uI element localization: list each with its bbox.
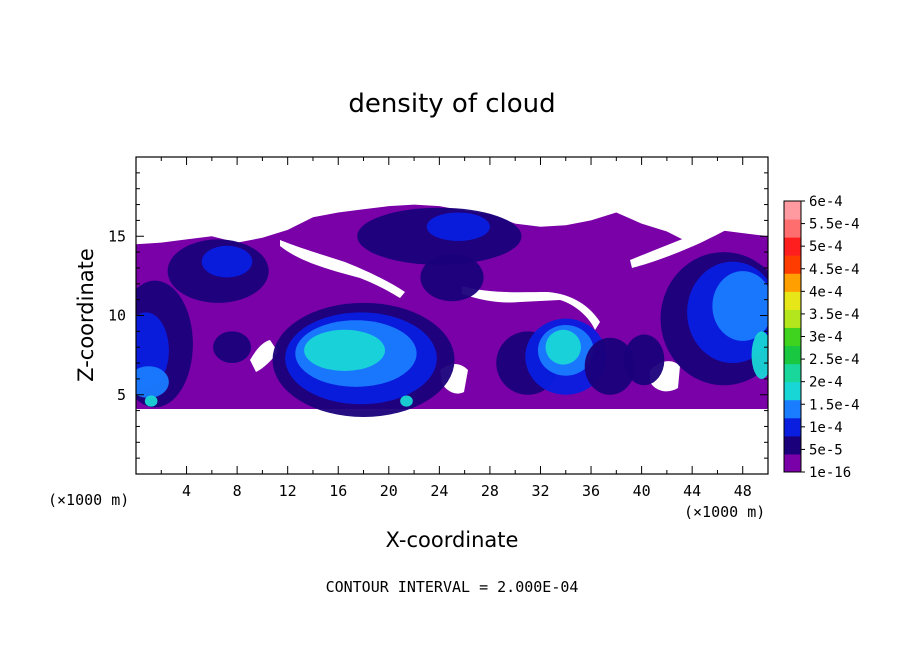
x-tick-label: 8 xyxy=(233,482,242,500)
y-tick-labels: 5 10 15 xyxy=(108,227,126,404)
y-tick-label: 5 xyxy=(117,386,126,404)
chart-title: density of cloud xyxy=(348,89,555,119)
colorbar-label: 5e-4 xyxy=(809,239,843,255)
core-right-main-bright xyxy=(545,329,581,365)
colorbar-label: 3e-4 xyxy=(809,330,843,346)
colorbar-swatch xyxy=(784,381,801,401)
x-tick-label: 28 xyxy=(481,482,499,500)
colorbar-swatch xyxy=(784,453,801,473)
x-tick-label: 48 xyxy=(734,482,752,500)
core-left-edge-bright xyxy=(136,366,169,398)
colorbar-label: 3.5e-4 xyxy=(809,307,860,323)
clear-air-gap xyxy=(280,240,405,298)
colorbar-label: 4.5e-4 xyxy=(809,262,860,278)
colorbar-label: 5.5e-4 xyxy=(809,217,860,233)
colorbar-label: 1.5e-4 xyxy=(809,397,860,413)
x-axis-title: X-coordinate xyxy=(386,528,519,552)
core-mid-dark xyxy=(420,253,484,302)
core-far-right-edge xyxy=(751,331,768,379)
clear-air-gap xyxy=(148,190,212,218)
y-tick-label: 15 xyxy=(108,227,126,245)
colorbar-swatch xyxy=(784,399,801,419)
colorbar-swatch xyxy=(784,291,801,310)
core-right-small-2 xyxy=(623,334,665,386)
colorbar-label: 2.5e-4 xyxy=(809,352,860,368)
x-tick-label: 16 xyxy=(329,482,347,500)
density-field xyxy=(136,190,768,417)
colorbar-swatch xyxy=(784,237,801,256)
colorbar xyxy=(783,200,802,473)
core-spot-left xyxy=(144,395,158,407)
colorbar-swatch xyxy=(784,327,801,347)
density-cores xyxy=(136,207,768,417)
x-tick-label: 12 xyxy=(279,482,297,500)
clear-air-gap xyxy=(250,340,278,372)
colorbar-swatch xyxy=(784,309,801,328)
core-small-left xyxy=(213,331,252,364)
x-tick-label: 44 xyxy=(683,482,701,500)
colorbar-swatch xyxy=(784,201,801,220)
x-tick-label: 24 xyxy=(430,482,448,500)
colorbar-label: 6e-4 xyxy=(809,194,843,210)
colorbar-swatch xyxy=(784,345,801,365)
colorbar-label: 1e-4 xyxy=(809,420,843,436)
colorbar-label: 2e-4 xyxy=(809,375,843,391)
x-unit-left: (×1000 m) xyxy=(48,491,129,509)
colorbar-swatch xyxy=(784,219,801,238)
colorbar-label: 4e-4 xyxy=(809,284,843,300)
y-tick-label: 10 xyxy=(108,307,126,325)
x-tick-label: 4 xyxy=(182,482,191,500)
colorbar-swatch xyxy=(784,273,801,292)
core-far-right-inner xyxy=(712,271,768,341)
x-tick-labels: 4 8 12 16 20 24 28 32 36 40 44 48 xyxy=(182,482,752,500)
axis-ticks xyxy=(136,157,768,474)
colorbar-swatch xyxy=(784,417,801,437)
x-tick-label: 20 xyxy=(380,482,398,500)
core-right-small xyxy=(584,337,636,395)
clear-air-gap xyxy=(462,286,600,330)
core-upper-mid-inner xyxy=(426,212,490,242)
colorbar-swatch xyxy=(784,363,801,383)
x-tick-label: 36 xyxy=(582,482,600,500)
colorbar-label: 5e-5 xyxy=(809,442,843,458)
core-main-bright xyxy=(304,329,386,371)
colorbar-labels: 1e-16 5e-5 1e-4 1.5e-4 2e-4 2.5e-4 3e-4 3.5e-4 4… xyxy=(801,194,860,481)
colorbar-swatch xyxy=(784,255,801,274)
colorbar-label: 1e-16 xyxy=(809,465,851,481)
core-spot xyxy=(400,395,413,407)
core-upper-left-inner xyxy=(201,245,253,278)
colorbar-swatch xyxy=(784,435,801,455)
x-unit-right: (×1000 m) xyxy=(684,503,765,521)
y-axis-title: Z-coordinate xyxy=(74,248,98,382)
contour-interval-note: CONTOUR INTERVAL = 2.000E-04 xyxy=(326,578,579,596)
clear-air-gap xyxy=(630,210,752,268)
x-tick-label: 32 xyxy=(531,482,549,500)
x-tick-label: 40 xyxy=(633,482,651,500)
